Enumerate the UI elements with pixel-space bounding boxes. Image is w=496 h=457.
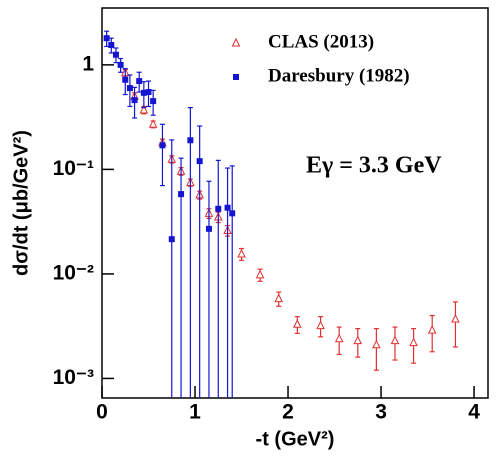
legend-label: Daresbury (1982)	[268, 65, 410, 86]
point	[224, 204, 231, 211]
point	[103, 35, 110, 42]
point	[187, 137, 194, 144]
y-axis-label: dσ/dt (μb/GeV²)	[10, 130, 32, 276]
point	[255, 269, 265, 279]
point	[150, 98, 157, 105]
point	[237, 248, 246, 258]
point	[140, 89, 147, 96]
point	[126, 85, 133, 92]
point	[145, 89, 152, 96]
point	[139, 104, 149, 114]
point	[229, 210, 236, 217]
point	[316, 320, 325, 330]
x-axis-label: -t (GeV²)	[256, 428, 335, 450]
point	[136, 78, 143, 85]
point	[122, 76, 129, 83]
y-tick-label: 10⁻²	[53, 261, 94, 284]
point	[353, 335, 363, 345]
point	[409, 337, 418, 347]
point	[148, 119, 158, 128]
point	[334, 333, 344, 343]
x-tick-label: 1	[189, 401, 201, 424]
point	[293, 319, 302, 328]
point	[205, 225, 212, 232]
point	[108, 41, 115, 48]
point	[390, 335, 400, 345]
point	[112, 51, 119, 58]
point	[159, 142, 166, 149]
point	[215, 205, 222, 212]
plot-frame	[101, 7, 489, 399]
y-tick-label: 10⁻¹	[53, 157, 94, 180]
point	[178, 191, 185, 198]
y-tick-label: 1	[82, 52, 94, 75]
point	[372, 339, 381, 349]
point	[196, 158, 203, 165]
point	[168, 236, 175, 243]
x-tick-label: 2	[282, 401, 294, 424]
annotation: Eγ = 3.3 GeV	[306, 153, 442, 179]
legend-label: CLAS (2013)	[268, 31, 374, 52]
point	[274, 293, 284, 303]
point	[451, 313, 460, 323]
y-tick-label: 10⁻³	[53, 366, 94, 389]
point	[231, 37, 241, 47]
point	[117, 61, 124, 68]
x-tick-label: 4	[468, 401, 480, 424]
point	[131, 97, 138, 104]
point	[233, 74, 239, 80]
x-tick-label: 3	[375, 401, 387, 424]
x-tick-label: 0	[96, 401, 108, 424]
point	[427, 324, 437, 334]
